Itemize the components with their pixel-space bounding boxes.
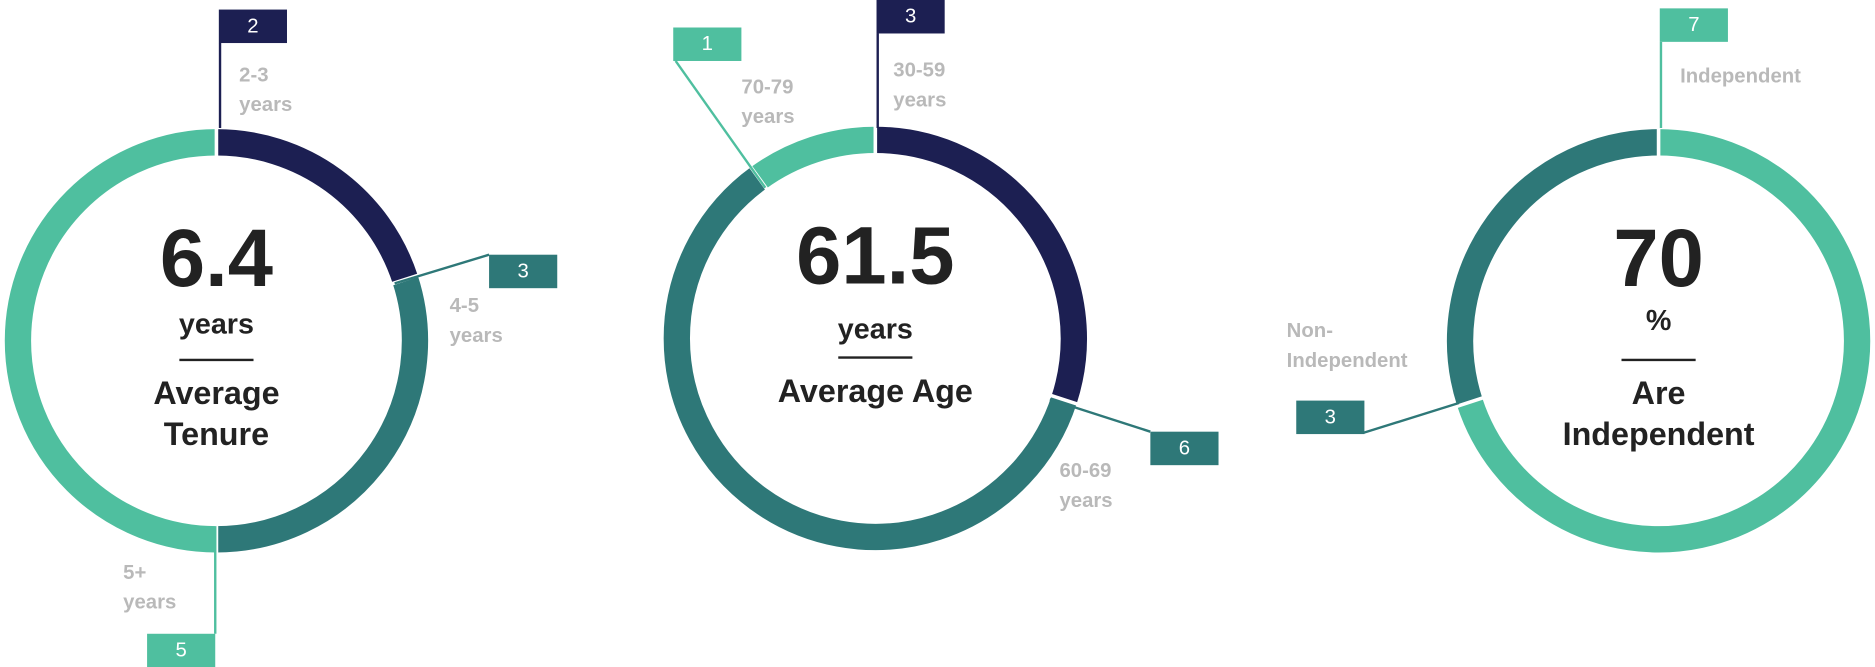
callout-value: 3 — [489, 254, 558, 289]
divider — [838, 356, 913, 359]
callout-value: 7 — [1659, 8, 1728, 42]
callout-line — [394, 253, 490, 285]
segment-label: 5+ years — [123, 560, 177, 614]
donut-segment — [216, 129, 418, 284]
donut-segment — [1446, 129, 1659, 407]
center-label: Average Age — [777, 373, 973, 409]
divider — [179, 358, 254, 361]
segment-label: 2-3 years — [239, 63, 293, 116]
segment-label: 30-59 years — [893, 58, 947, 112]
center-label: Are Independent — [1562, 375, 1755, 453]
callout-value: 6 — [1150, 431, 1219, 466]
segment-label: 70-79 years — [741, 75, 795, 128]
center-label: Average Tenure — [153, 375, 280, 453]
callout-value: 3 — [876, 0, 945, 34]
callout-value: 3 — [1296, 400, 1365, 435]
center-unit: % — [1645, 304, 1672, 338]
center-value: 6.4 — [159, 212, 273, 304]
segment-gap — [1454, 395, 1486, 409]
donut-segment — [750, 126, 876, 189]
callout-line — [1049, 398, 1151, 433]
segment-label: Non-Independent — [1286, 319, 1408, 372]
donut-segment — [875, 126, 1087, 404]
center-unit: years — [178, 308, 254, 341]
center-value: 61.5 — [796, 210, 955, 302]
center-value: 70 — [1613, 212, 1704, 304]
callout-line — [674, 60, 767, 189]
segment-gap — [1048, 393, 1080, 407]
donut-segment — [663, 167, 1077, 551]
divider — [1621, 358, 1696, 361]
center-unit: years — [837, 313, 913, 346]
donut-segment — [1457, 129, 1871, 553]
callout-value: 1 — [673, 27, 742, 61]
donut-segment — [4, 129, 217, 553]
callout-value: 2 — [218, 9, 287, 44]
segment-label: 4-5 years — [449, 294, 503, 347]
callout-value: 5 — [147, 633, 216, 667]
segment-label: Independent — [1680, 64, 1801, 88]
segment-label: 60-69 years — [1059, 459, 1113, 512]
donut-segment — [216, 275, 429, 553]
callout-line — [1362, 401, 1460, 435]
